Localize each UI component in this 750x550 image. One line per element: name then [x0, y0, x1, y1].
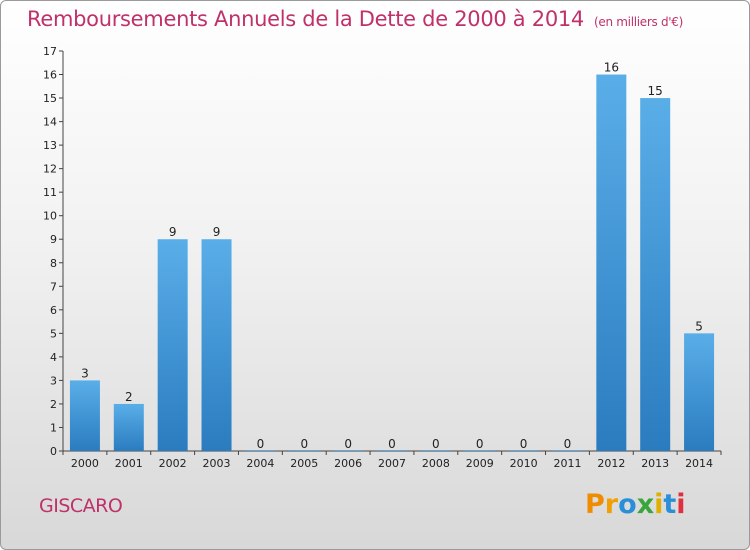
- y-tick-label: 6: [50, 304, 57, 317]
- bar: [69, 380, 100, 451]
- y-tick-label: 5: [50, 327, 57, 340]
- data-label: 0: [564, 437, 572, 451]
- x-tick-label: 2007: [378, 457, 406, 470]
- logo-letter: i: [676, 489, 686, 520]
- y-tick-label: 1: [50, 421, 57, 434]
- x-tick-label: 2012: [597, 457, 625, 470]
- chart-unit: (en milliers d'€): [594, 15, 684, 29]
- data-label: 0: [344, 437, 352, 451]
- y-tick-label: 13: [43, 139, 57, 152]
- bar: [113, 403, 144, 451]
- x-tick-label: 2003: [203, 457, 231, 470]
- logo-letter: x: [636, 489, 655, 520]
- x-tick-label: 2009: [466, 457, 494, 470]
- x-tick-label: 2001: [115, 457, 143, 470]
- data-label: 0: [432, 437, 440, 451]
- bar: [508, 450, 539, 451]
- y-tick-label: 4: [50, 351, 57, 364]
- y-tick-label: 17: [43, 45, 57, 58]
- y-tick-label: 11: [43, 186, 57, 199]
- logo-letter: t: [663, 489, 677, 520]
- data-label: 16: [604, 61, 619, 75]
- x-tick-label: 2011: [553, 457, 581, 470]
- x-tick-label: 2008: [422, 457, 450, 470]
- bar: [552, 450, 583, 451]
- logo-letter: i: [654, 489, 664, 520]
- data-label: 5: [695, 319, 703, 333]
- y-tick-label: 7: [50, 280, 57, 293]
- y-tick-label: 2: [50, 398, 57, 411]
- bar: [157, 239, 188, 451]
- bar: [289, 450, 320, 451]
- bar: [245, 450, 276, 451]
- y-tick-label: 16: [43, 69, 57, 82]
- x-tick-label: 2000: [71, 457, 99, 470]
- x-tick-label: 2010: [510, 457, 538, 470]
- bar: [464, 450, 495, 451]
- data-label: 9: [169, 225, 177, 239]
- chart-title: Remboursements Annuels de la Dette de 20…: [27, 7, 683, 31]
- x-tick-label: 2014: [685, 457, 713, 470]
- x-tick-label: 2004: [246, 457, 274, 470]
- y-tick-label: 10: [43, 210, 57, 223]
- data-label: 2: [125, 390, 133, 404]
- y-tick-label: 0: [50, 445, 57, 458]
- proxiti-logo: Proxiti: [585, 489, 686, 520]
- x-tick-label: 2005: [290, 457, 318, 470]
- bar: [377, 450, 407, 451]
- data-label: 0: [300, 437, 308, 451]
- commune-name: GISCARO: [39, 495, 123, 517]
- data-label: 0: [476, 437, 484, 451]
- data-label: 0: [520, 437, 528, 451]
- bar: [596, 74, 627, 451]
- data-label: 0: [257, 437, 265, 451]
- data-label: 15: [648, 84, 663, 98]
- logo-letter: P: [585, 489, 605, 520]
- x-tick-label: 2002: [159, 457, 187, 470]
- y-tick-label: 9: [50, 233, 57, 246]
- y-tick-label: 15: [43, 92, 57, 105]
- x-tick-label: 2013: [641, 457, 669, 470]
- bar: [684, 333, 715, 451]
- logo-letter: r: [604, 489, 619, 520]
- data-label: 3: [81, 366, 89, 380]
- bar: [420, 450, 451, 451]
- x-tick-label: 2006: [334, 457, 362, 470]
- chart-title-text: Remboursements Annuels de la Dette de 20…: [27, 7, 584, 31]
- data-label: 0: [388, 437, 396, 451]
- y-tick-label: 12: [43, 163, 57, 176]
- bar: [333, 450, 364, 451]
- bar: [201, 239, 232, 451]
- bar: [640, 98, 671, 451]
- logo-letter: o: [618, 489, 637, 520]
- y-tick-label: 3: [50, 374, 57, 387]
- y-tick-label: 8: [50, 257, 57, 270]
- data-label: 9: [213, 225, 221, 239]
- y-tick-label: 14: [43, 116, 57, 129]
